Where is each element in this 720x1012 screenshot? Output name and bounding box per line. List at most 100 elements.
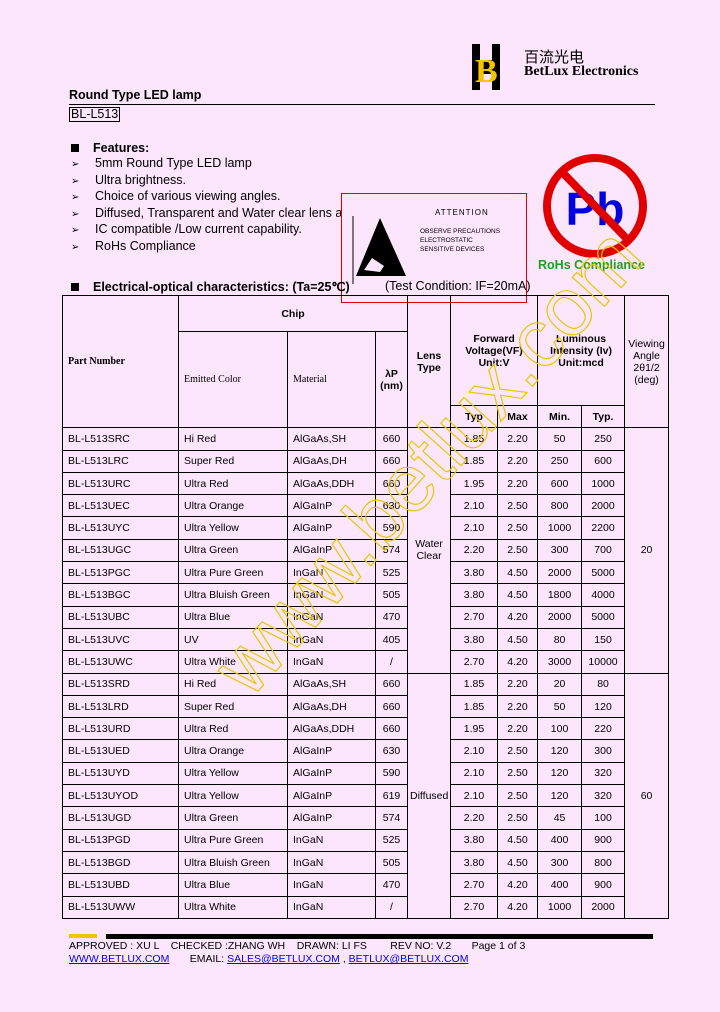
vf-max-cell: 2.20 <box>497 427 539 451</box>
vf-typ-cell: 2.70 <box>450 605 499 629</box>
table-row: BL-L513UEC Ultra Orange AlGaInP 630 2.10 2.50… <box>62 494 669 518</box>
iv-typ-cell: 100 <box>581 806 626 830</box>
iv-typ-cell: 1000 <box>581 471 626 496</box>
feature-text: Choice of various viewing angles. <box>95 189 281 203</box>
table-row: BL-L513BGC Ultra Bluish Green InGaN 505 3.80… <box>62 583 669 607</box>
iv-typ-cell: 2000 <box>581 494 626 518</box>
arrow-bullet-icon: ➢ <box>71 225 80 236</box>
iv-min-cell: 1800 <box>537 583 583 607</box>
wavelength-cell: 470 <box>374 605 409 629</box>
material-cell: AlGaAs,DDH <box>287 717 376 741</box>
material-cell: InGaN <box>287 627 376 652</box>
emitted-color-cell: Ultra Red <box>178 471 288 496</box>
material-cell: AlGaInP <box>287 538 376 563</box>
rohs-no-lead-icon: Pb <box>543 154 647 258</box>
emitted-color-cell: Super Red <box>178 449 288 473</box>
table-row: BL-L513UVC UV InGaN 405 3.80 4.50 80 150 <box>62 627 669 652</box>
sales-email-link[interactable]: SALES@BETLUX.COM <box>227 953 340 965</box>
iv-min-cell: 3000 <box>537 650 583 674</box>
material-cell: AlGaInP <box>287 494 376 518</box>
material-cell: InGaN <box>287 850 376 875</box>
vf-max-cell: 4.20 <box>497 605 539 629</box>
part-number-cell: BL-L513UYD <box>62 761 179 786</box>
website-link[interactable]: WWW.BETLUX.COM <box>69 953 170 965</box>
material-cell: InGaN <box>287 583 376 607</box>
part-number-cell: BL-L513SRC <box>62 427 179 451</box>
part-number-cell: BL-L513URD <box>62 717 179 741</box>
part-number-cell: BL-L513UVC <box>62 627 179 652</box>
svg-text:B: B <box>475 53 498 90</box>
feature-item: ➢ RoHs Compliance <box>71 239 342 256</box>
vf-max-cell: 4.50 <box>497 828 539 852</box>
feature-item: ➢ Ultra brightness. <box>71 173 342 190</box>
betlux-email-link[interactable]: BETLUX@BETLUX.COM <box>348 953 469 965</box>
part-number-cell: BL-L513UWW <box>62 895 179 919</box>
vf-max-cell: 2.20 <box>497 471 539 496</box>
material-cell: AlGaAs,SH <box>287 672 376 696</box>
material-cell: InGaN <box>287 605 376 629</box>
table-row: BL-L513UYC Ultra Yellow AlGaInP 590 2.10 2.50… <box>62 516 669 540</box>
approval-info: APPROVED : XU L CHECKED :ZHANG WH DRAWN:… <box>69 940 526 952</box>
vf-typ-cell: 2.70 <box>450 650 499 674</box>
emitted-color-cell: Super Red <box>178 694 288 719</box>
wavelength-cell: 590 <box>374 516 409 540</box>
part-number-cell: BL-L513UGD <box>62 806 179 830</box>
header-part-number: Part Number <box>62 294 179 429</box>
wavelength-cell: 505 <box>374 583 409 607</box>
header-luminous-intensity: Luminous Intensity (Iv) Unit:mcd <box>537 295 626 406</box>
table-row: BL-L513SRC Hi Red AlGaAs,SH 660 Water Clear 1… <box>62 427 670 674</box>
feature-text: IC compatible /Low current capability. <box>95 222 302 236</box>
material-cell: AlGaAs,DH <box>287 694 376 719</box>
viewing-angle-cell: 60 <box>624 672 670 919</box>
feature-item: ➢ Choice of various viewing angles. <box>71 189 342 206</box>
iv-typ-cell: 2000 <box>581 895 626 919</box>
wavelength-cell: 574 <box>374 538 409 563</box>
wavelength-cell: 660 <box>374 427 409 451</box>
vf-typ-cell: 2.70 <box>450 873 499 897</box>
vf-typ-cell: 2.70 <box>450 895 499 919</box>
wavelength-cell: 660 <box>374 694 409 719</box>
logo-chinese-name: 百流光电 <box>524 48 585 66</box>
part-number-cell: BL-L513PGC <box>62 561 179 585</box>
iv-min-cell: 2000 <box>537 561 583 585</box>
emitted-color-cell: Ultra Red <box>178 717 288 741</box>
material-cell: AlGaInP <box>287 739 376 763</box>
iv-typ-cell: 250 <box>581 427 626 451</box>
vf-typ-cell: 1.85 <box>450 427 499 451</box>
material-cell: AlGaInP <box>287 761 376 786</box>
iv-typ-cell: 800 <box>581 850 626 875</box>
arrow-bullet-icon: ➢ <box>71 175 80 187</box>
wavelength-cell: 505 <box>374 850 409 875</box>
esd-title: ATTENTION <box>435 208 489 217</box>
emitted-color-cell: Ultra Blue <box>178 605 288 629</box>
table-row: BL-L513BGD Ultra Bluish Green InGaN 505 3.80… <box>62 850 669 875</box>
vf-max-cell: 2.50 <box>497 516 539 540</box>
emitted-color-cell: Hi Red <box>178 672 288 696</box>
vf-typ-cell: 2.10 <box>450 494 499 518</box>
material-cell: InGaN <box>287 650 376 674</box>
iv-typ-cell: 300 <box>581 739 626 763</box>
iv-min-cell: 20 <box>537 672 583 696</box>
esd-text: OBSERVE PRECAUTIONS ELECTROSTATIC SENSIT… <box>420 227 500 254</box>
test-condition: (Test Condition: IF=20mA) <box>385 279 531 293</box>
header-wavelength: λP (nm) <box>374 330 409 429</box>
bullet-square-icon <box>71 283 79 291</box>
contact-line: WWW.BETLUX.COM EMAIL: SALES@BETLUX.COM ,… <box>69 953 468 965</box>
table-row: BL-L513UGC Ultra Green AlGaInP 574 2.20 2.50 3… <box>62 538 669 563</box>
iv-min-cell: 2000 <box>537 605 583 629</box>
vf-typ-cell: 2.20 <box>450 806 499 830</box>
section-heading: Electrical-optical characteristics: (Ta=… <box>71 279 350 294</box>
vf-typ-cell: 2.10 <box>450 761 499 786</box>
table-row: BL-L513LRD Super Red AlGaAs,DH 660 1.85 2.20 5… <box>62 694 669 719</box>
part-number-cell: BL-L513UWC <box>62 650 179 674</box>
footer-divider <box>106 934 653 939</box>
feature-text: Diffused, Transparent and Water clear le… <box>95 205 343 220</box>
emitted-color-cell: Ultra Yellow <box>178 761 288 786</box>
emitted-color-cell: Ultra Bluish Green <box>178 850 288 875</box>
vf-typ-cell: 1.85 <box>450 449 499 473</box>
vf-typ-cell: 2.10 <box>450 739 499 763</box>
arrow-bullet-icon: ➢ <box>71 241 80 253</box>
vf-max-cell: 4.50 <box>497 583 539 607</box>
vf-max-cell: 2.50 <box>497 806 539 830</box>
emitted-color-cell: Hi Red <box>178 427 288 451</box>
